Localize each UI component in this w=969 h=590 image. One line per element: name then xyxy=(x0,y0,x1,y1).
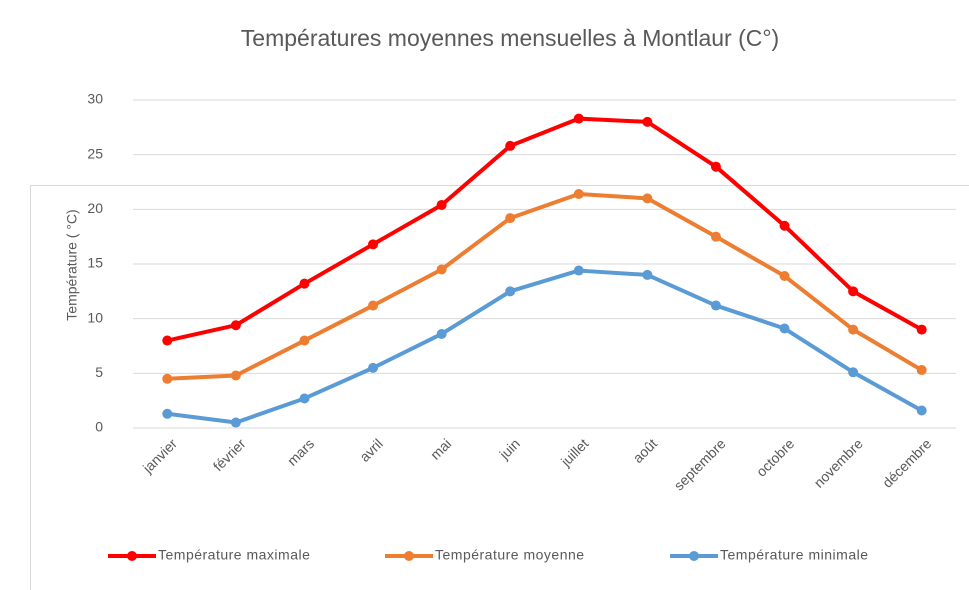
series-line xyxy=(167,268,923,425)
x-tick-label: décembre xyxy=(879,435,934,490)
x-tick-label: novembre xyxy=(811,435,866,490)
data-point xyxy=(779,271,790,282)
x-tick-label: janvier xyxy=(139,435,180,476)
y-tick-label: 25 xyxy=(87,145,103,161)
data-point xyxy=(710,161,721,172)
data-point xyxy=(162,408,173,419)
y-tick-label: 10 xyxy=(87,309,103,325)
data-point xyxy=(299,393,310,404)
data-point xyxy=(848,367,859,378)
data-point xyxy=(573,265,584,276)
data-point xyxy=(299,278,310,289)
legend-marker xyxy=(404,551,414,561)
y-tick-label: 0 xyxy=(95,419,103,435)
x-tick-label: août xyxy=(630,435,661,466)
data-point xyxy=(368,239,379,250)
data-point xyxy=(505,140,516,151)
data-point xyxy=(162,373,173,384)
chart-frame xyxy=(30,185,969,590)
data-point xyxy=(848,324,859,335)
data-point xyxy=(642,193,653,204)
data-point xyxy=(230,417,241,428)
data-point xyxy=(162,335,173,346)
x-tick-label: février xyxy=(210,435,249,474)
data-point xyxy=(573,189,584,200)
legend-marker xyxy=(127,551,137,561)
data-point xyxy=(710,300,721,311)
data-point xyxy=(368,300,379,311)
x-tick-label: septembre xyxy=(671,435,729,493)
x-tick-label: juin xyxy=(496,435,523,462)
y-tick-label: 20 xyxy=(87,200,103,216)
data-point xyxy=(916,365,927,376)
x-tick-label: avril xyxy=(356,435,385,464)
data-point xyxy=(779,220,790,231)
data-point xyxy=(505,213,516,224)
x-tick-label: juillet xyxy=(557,435,592,470)
data-point xyxy=(368,362,379,373)
y-tick-label: 15 xyxy=(87,255,103,271)
legend-marker xyxy=(689,551,699,561)
data-point xyxy=(299,335,310,346)
data-point xyxy=(573,113,584,124)
y-axis-label: Température ( °C) xyxy=(64,209,80,320)
data-point xyxy=(230,370,241,381)
x-tick-label: mars xyxy=(284,435,317,468)
x-tick-label: mai xyxy=(427,435,454,462)
data-point xyxy=(916,405,927,416)
chart-title: Températures moyennes mensuelles à Montl… xyxy=(241,25,779,51)
x-tick-label: octobre xyxy=(753,435,797,479)
data-point xyxy=(848,286,859,297)
legend-label: Température maximale xyxy=(158,547,310,563)
data-point xyxy=(436,328,447,339)
legend-label: Température moyenne xyxy=(435,547,585,563)
legend-label: Température minimale xyxy=(720,547,869,563)
data-point xyxy=(779,323,790,334)
data-point xyxy=(436,199,447,210)
series-line xyxy=(166,116,923,343)
data-point xyxy=(642,116,653,127)
data-point xyxy=(916,324,927,335)
y-tick-label: 5 xyxy=(95,364,103,380)
series-line xyxy=(167,192,923,381)
y-tick-label: 30 xyxy=(87,91,103,107)
data-point xyxy=(436,264,447,275)
data-point xyxy=(230,320,241,331)
data-point xyxy=(642,269,653,280)
data-point xyxy=(710,231,721,242)
data-point xyxy=(505,286,516,297)
